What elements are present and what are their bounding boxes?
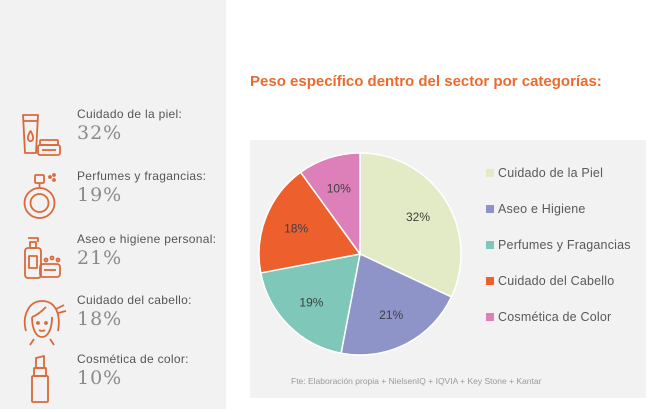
legend-label: Perfumes y Fragancias — [498, 238, 631, 252]
pie-slice-1 — [340, 252, 453, 356]
category-value: 21% — [77, 247, 123, 269]
category-item-perfume: Perfumes y fragancias: 19% — [0, 169, 226, 229]
legend-label: Cosmética de Color — [498, 310, 612, 324]
pie-slice-label: 10% — [327, 182, 351, 196]
chart-title: Peso específico dentro del sector por ca… — [250, 73, 602, 90]
category-label: Aseo e higiene personal: — [77, 232, 217, 246]
skincare-icon — [18, 109, 68, 161]
category-item-hygiene: Aseo e higiene personal: 21% — [0, 232, 226, 292]
pie-slice-label: 19% — [299, 296, 323, 310]
haircare-icon — [18, 295, 68, 347]
hygiene-icon — [18, 234, 68, 286]
pie-slice-label: 32% — [406, 210, 430, 224]
category-label: Cuidado de la piel: — [77, 107, 183, 121]
pie-slice-0 — [359, 152, 462, 299]
legend-swatch — [486, 169, 494, 177]
category-value: 32% — [77, 122, 123, 144]
pie-slice-3 — [258, 171, 362, 274]
legend-swatch — [486, 241, 494, 249]
legend-swatch — [486, 205, 494, 213]
pie-slice-label: 18% — [284, 222, 308, 236]
legend-label: Cuidado de la Piel — [498, 166, 604, 180]
legend-label: Aseo e Higiene — [498, 202, 586, 216]
source-note: Fte: Elaboración propia + NielsenIQ + IQ… — [291, 376, 542, 386]
category-value: 18% — [77, 308, 123, 330]
category-value: 19% — [77, 184, 123, 206]
legend-label: Cuidado del Cabello — [498, 274, 615, 288]
pie-slice-4 — [299, 152, 361, 257]
category-label: Cosmética de color: — [77, 352, 189, 366]
pie-slice-label: 21% — [379, 308, 403, 322]
category-label: Cuidado del cabello: — [77, 293, 192, 307]
category-item-lipstick: Cosmética de color: 10% — [0, 352, 226, 412]
legend-swatch — [486, 313, 494, 321]
legend-swatch — [486, 277, 494, 285]
category-value: 10% — [77, 367, 123, 389]
category-panel: Cuidado de la piel: 32% Perfumes y fraga… — [0, 0, 226, 409]
lipstick-icon — [18, 354, 68, 406]
perfume-icon — [18, 171, 68, 223]
category-label: Perfumes y fragancias: — [77, 169, 207, 183]
category-item-skincare: Cuidado de la piel: 32% — [0, 107, 226, 167]
pie-slice-2 — [259, 253, 361, 355]
category-item-haircare: Cuidado del cabello: 18% — [0, 293, 226, 353]
